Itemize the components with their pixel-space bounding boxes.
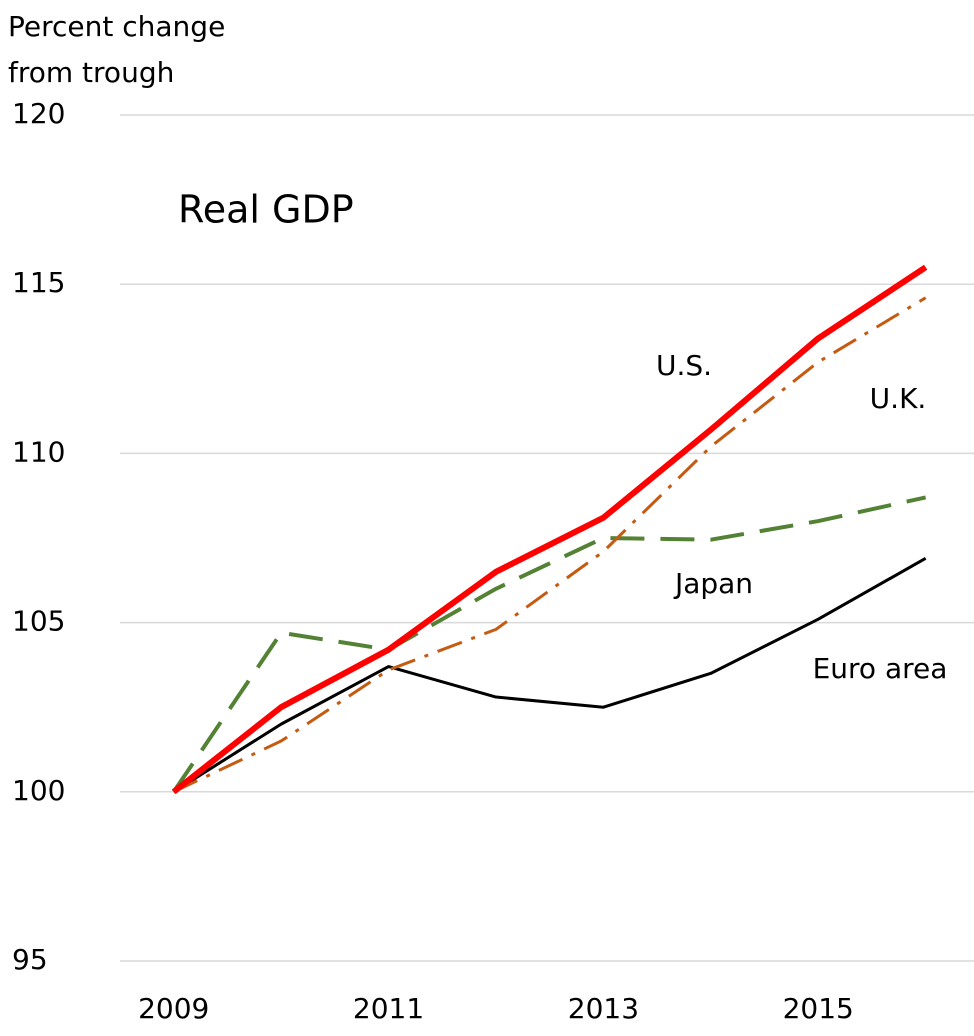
y-tick-label: 105 (12, 605, 65, 638)
line-series (172, 495, 927, 793)
line-series (171, 264, 928, 795)
y-axis-label: from trough (8, 56, 174, 89)
x-tick-label: 2009 (138, 992, 209, 1025)
series-label: Japan (673, 567, 753, 600)
chart-title: Real GDP (178, 188, 354, 232)
x-tick-label: 2015 (783, 992, 854, 1025)
x-tick-label: 2013 (568, 992, 639, 1025)
series-label: Euro area (813, 652, 948, 685)
y-tick-label: 95 (12, 943, 48, 976)
y-tick-label: 115 (12, 266, 65, 299)
series-label: U.S. (656, 349, 712, 382)
y-tick-label: 100 (12, 774, 65, 807)
line-series (173, 296, 927, 794)
y-axis-label: Percent change (8, 10, 225, 43)
x-tick-label: 2011 (353, 992, 424, 1025)
y-tick-label: 110 (12, 435, 65, 468)
series-label: U.K. (870, 382, 927, 415)
line-series (172, 556, 927, 794)
y-tick-label: 120 (12, 97, 65, 130)
